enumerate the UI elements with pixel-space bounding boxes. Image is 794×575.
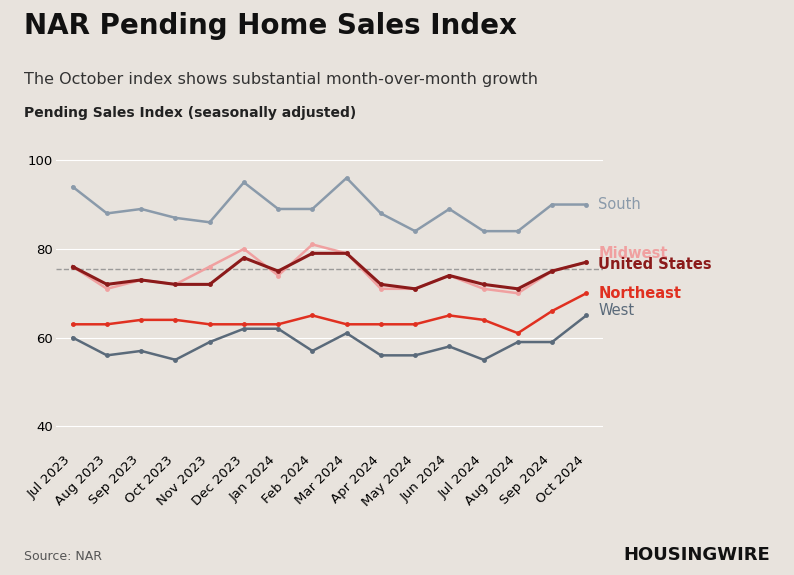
Text: NAR Pending Home Sales Index: NAR Pending Home Sales Index: [24, 12, 517, 40]
Text: Midwest: Midwest: [599, 246, 668, 261]
Text: HOUSINGWIRE: HOUSINGWIRE: [623, 546, 770, 564]
Text: Source: NAR: Source: NAR: [24, 550, 102, 564]
Text: Northeast: Northeast: [599, 286, 681, 301]
Text: The October index shows substantial month-over-month growth: The October index shows substantial mont…: [24, 72, 538, 87]
Text: West: West: [599, 304, 634, 319]
Text: United States: United States: [599, 257, 712, 272]
Text: South: South: [599, 197, 641, 212]
Text: Pending Sales Index (seasonally adjusted): Pending Sales Index (seasonally adjusted…: [24, 106, 356, 120]
